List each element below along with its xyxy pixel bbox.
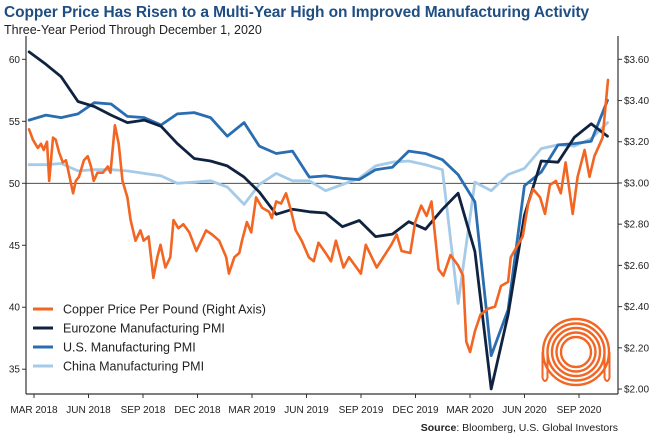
legend-label: Eurozone Manufacturing PMI — [63, 322, 225, 336]
right-axis-tick-label: $2.80 — [624, 220, 649, 231]
right-axis-tick-label: $2.20 — [624, 343, 649, 354]
x-axis-tick-label: JUN 2019 — [284, 405, 329, 416]
x-axis-tick-label: MAR 2018 — [10, 405, 58, 416]
source-text: : Bloomberg, U.S. Global Investors — [456, 422, 618, 434]
series-line-u-s-manufacturing-pmi — [27, 98, 609, 357]
legend-label: Copper Price Per Pound (Right Axis) — [63, 303, 266, 317]
x-axis-tick-label: MAR 2019 — [228, 405, 276, 416]
right-axis-tick-label: $2.40 — [624, 302, 649, 313]
coil-ring — [559, 335, 593, 369]
coil-ring — [550, 326, 602, 378]
right-axis-tick-label: $2.60 — [624, 261, 649, 272]
copper-coil-icon — [541, 317, 611, 387]
x-axis-tick-label: SEP 2018 — [121, 405, 166, 416]
chart-title: Copper Price Has Risen to a Multi-Year H… — [4, 4, 590, 21]
series-line-china-manufacturing-pmi — [27, 121, 609, 305]
x-axis-tick-label: DEC 2019 — [392, 405, 439, 416]
right-axis-tick-label: $2.00 — [624, 385, 649, 396]
coil-leg — [603, 352, 611, 382]
coil-ring — [555, 331, 597, 373]
x-axis-tick-label: SEP 2020 — [557, 405, 602, 416]
x-axis-tick-label: DEC 2018 — [174, 405, 221, 416]
left-axis-tick-label: 45 — [9, 241, 21, 252]
x-axis-tick-label: JUN 2020 — [502, 405, 547, 416]
coil-leg — [541, 352, 549, 382]
legend-label: China Manufacturing PMI — [63, 360, 204, 374]
left-axis-tick-label: 55 — [9, 117, 21, 128]
source-note: Source: Bloomberg, U.S. Global Investors — [421, 422, 618, 434]
left-axis-tick-label: 40 — [9, 303, 21, 314]
series-line-eurozone-manufacturing-pmi — [27, 50, 609, 391]
right-axis-tick-label: $3.20 — [624, 137, 649, 148]
right-axis-tick-label: $3.60 — [624, 55, 649, 66]
legend-label: U.S. Manufacturing PMI — [63, 341, 196, 355]
source-label: Source — [421, 422, 457, 434]
chart-subtitle: Three-Year Period Through December 1, 20… — [4, 23, 262, 37]
x-axis-tick-label: MAR 2020 — [446, 405, 494, 416]
left-axis-tick-label: 50 — [9, 179, 21, 190]
left-axis-tick-label: 60 — [9, 55, 21, 66]
x-axis-tick-label: SEP 2019 — [339, 405, 384, 416]
left-axis-tick-label: 35 — [9, 365, 21, 376]
x-axis-tick-label: JUN 2018 — [66, 405, 111, 416]
series-line-copper-price-per-pound-right-axis — [27, 78, 610, 354]
right-axis-tick-label: $3.40 — [624, 96, 649, 107]
right-axis-tick-label: $3.00 — [624, 178, 649, 189]
